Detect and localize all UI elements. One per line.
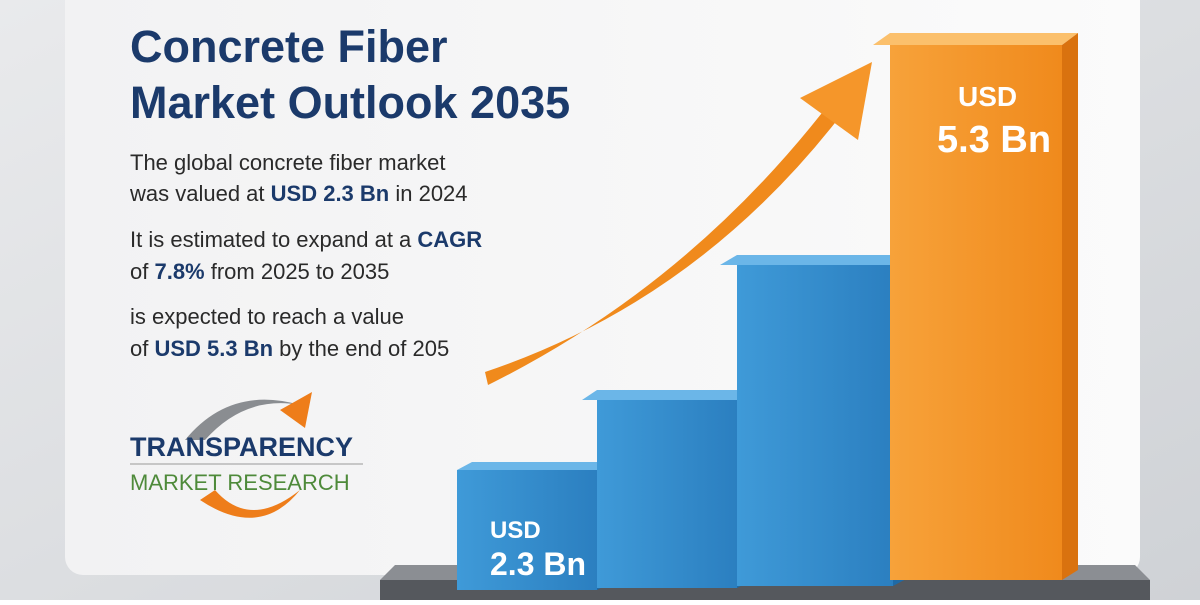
logo-name: TRANSPARENCY <box>130 432 353 462</box>
paragraph: It is estimated to expand at a CAGR of 7… <box>130 227 488 284</box>
bar-3d <box>720 255 908 586</box>
title: Concrete Fiber Market Outlook 2035 <box>130 21 570 128</box>
paragraph: The global concrete fiber market was val… <box>129 150 468 206</box>
logo-sub: MARKET RESEARCH <box>130 470 350 495</box>
bar-label: USD <box>490 517 541 544</box>
logo: TRANSPARENCY MARKET RESEARCH <box>130 392 363 518</box>
bar-label: 5.3 Bn <box>937 119 1051 161</box>
paragraph: is expected to reach a value of USD 5.3 … <box>130 304 449 361</box>
bar-label: 2.3 Bn <box>490 546 586 582</box>
bar-3d <box>582 390 752 588</box>
bar-label: USD <box>958 81 1017 112</box>
bar-3d <box>873 33 1078 580</box>
growth-arrow <box>485 62 872 385</box>
